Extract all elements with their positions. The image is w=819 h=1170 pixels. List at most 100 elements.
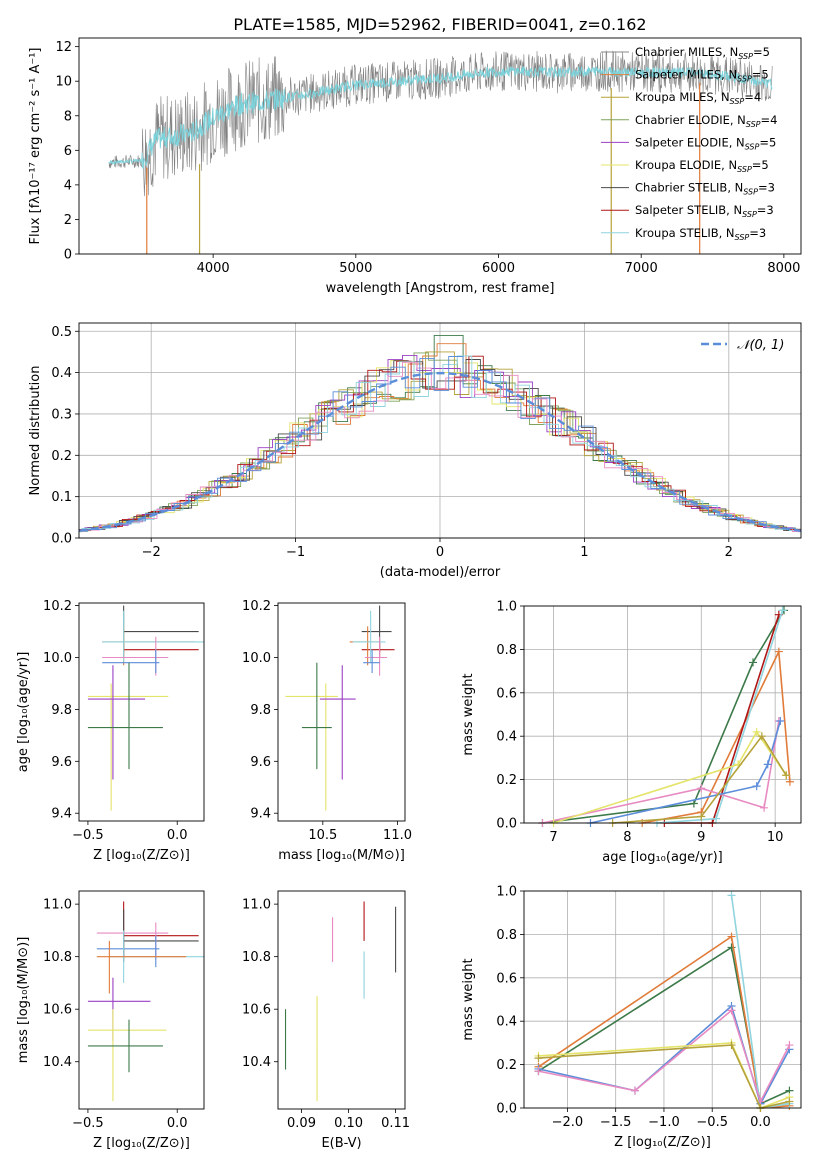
- x-tick-label: −2: [142, 545, 161, 560]
- y-tick-label: 0.4: [51, 366, 72, 381]
- y-tick-label: 0.6: [496, 686, 517, 701]
- mass-weight-marker: [697, 784, 706, 793]
- panel-mass-vs-ebv: 0.09 0.10 0.11 10.4 10.6 10.8 11.0 E(B-V): [242, 890, 410, 1151]
- axes-frame: [78, 37, 802, 255]
- y-tick-label: 0.4: [496, 730, 517, 745]
- x-tick-label: 10: [767, 830, 784, 845]
- legend-entry: Salpeter STELIB, NSSP=3: [635, 203, 774, 219]
- normal-curve: [78, 371, 802, 532]
- mass-weight-marker: [785, 1041, 794, 1050]
- axes-frame: [523, 890, 802, 1109]
- y-tick-label: 10.8: [242, 950, 271, 965]
- axes-frame: [78, 890, 205, 1110]
- y-tick-label: 0.8: [496, 643, 517, 658]
- x-axis-label: wavelength [Angstrom, rest frame]: [326, 281, 555, 296]
- x-tick-label: 6000: [482, 261, 515, 276]
- model-spectrum-line: [108, 65, 773, 169]
- axes-frame: [523, 605, 802, 824]
- x-tick-label: −0.5: [696, 1115, 728, 1130]
- x-axis-label: Z [log₁₀(Z/Z⊙)]: [93, 1136, 190, 1151]
- x-tick-label: 0.0: [167, 828, 188, 843]
- panel-spectrum: 4000 5000 6000 7000 8000 0 2 4 6 8 10 12 wavelength …: [28, 37, 802, 296]
- mass-weight-marker: [727, 943, 736, 952]
- y-tick-label: 10.2: [43, 599, 72, 614]
- x-tick-label: 11.0: [383, 828, 412, 843]
- mass-weight-line: [542, 609, 785, 824]
- y-tick-label: 9.4: [250, 807, 271, 822]
- x-tick-label: 5000: [339, 261, 372, 276]
- mass-weight-marker: [727, 932, 736, 941]
- legend-entry: Kroupa ELODIE, NSSP=5: [635, 158, 769, 174]
- x-tick-label: 2: [725, 545, 733, 560]
- x-tick-label: 0: [436, 545, 444, 560]
- residual-histogram: [79, 355, 801, 532]
- mass-weight-line: [553, 730, 787, 824]
- y-tick-label: 11.0: [43, 898, 72, 913]
- y-tick-label: 2: [64, 213, 72, 228]
- x-tick-label: 0.0: [750, 1115, 771, 1130]
- y-tick-label: 0.6: [496, 971, 517, 986]
- legend-entry: Salpeter ELODIE, NSSP=5: [635, 135, 776, 151]
- y-tick-label: 10.4: [43, 1055, 72, 1070]
- y-tick-label: 10.8: [43, 950, 72, 965]
- mass-weight-marker: [760, 803, 769, 812]
- y-axis-label: Normed distribution: [28, 366, 43, 496]
- x-axis-label: Z [log₁₀(Z/Z⊙)]: [93, 848, 190, 863]
- x-tick-label: 0.09: [287, 1116, 316, 1131]
- x-tick-label: 7000: [625, 261, 658, 276]
- x-tick-label: 0.11: [381, 1116, 410, 1131]
- mass-weight-marker: [782, 771, 791, 780]
- y-tick-label: 10.6: [242, 1003, 271, 1018]
- y-tick-label: 0.2: [496, 773, 517, 788]
- panel-weight-vs-age: 7 8 9 10 0.0 0.2 0.4 0.6 0.8 1.0 age [log₁₀(age/yr…: [461, 600, 802, 865]
- panel-mass-vs-Z: −0.5 0.0 10.4 10.6 10.8 11.0 Z [log₁₀(Z/Z⊙)] ma…: [16, 890, 205, 1151]
- panel-weight-vs-Z: −2.0 −1.5 −1.0 −0.5 0.0 0.0 0.2 0.4 0.6 0.8 1.0 Z […: [461, 885, 802, 1150]
- x-axis-label: (data-model)/error: [380, 565, 501, 580]
- y-tick-label: 9.6: [51, 755, 72, 770]
- y-tick-label: 11.0: [242, 898, 271, 913]
- axes-frame: [277, 890, 406, 1110]
- residual-histogram: [79, 361, 801, 532]
- x-tick-label: 10.5: [308, 828, 337, 843]
- mass-weight-marker: [712, 814, 721, 823]
- mass-weight-marker: [748, 658, 757, 667]
- y-tick-label: 0.3: [51, 407, 72, 422]
- x-axis-label: E(B-V): [321, 1136, 361, 1151]
- y-tick-label: 12: [55, 40, 72, 55]
- y-tick-label: 0.2: [51, 449, 72, 464]
- x-tick-label: −1.5: [600, 1115, 632, 1130]
- x-axis-label: age [log₁₀(age/yr)]: [602, 850, 723, 865]
- y-tick-label: 10: [55, 75, 72, 90]
- y-axis-label: mass [log₁₀(M/M⊙)]: [16, 937, 31, 1064]
- x-tick-label: 4000: [197, 261, 230, 276]
- x-tick-label: 1: [580, 545, 588, 560]
- x-tick-label: 8000: [767, 261, 800, 276]
- y-tick-label: 9.8: [250, 703, 271, 718]
- mass-weight-line: [612, 734, 787, 824]
- x-tick-label: −0.5: [72, 1116, 104, 1131]
- panel-age-vs-Z: −0.5 0.0 9.4 9.6 9.8 10.0 10.2 Z [log₁₀(Z/Z⊙)] a…: [16, 599, 205, 863]
- y-tick-label: 0.8: [496, 928, 517, 943]
- y-tick-label: 10.0: [242, 651, 271, 666]
- y-tick-label: 9.6: [250, 755, 271, 770]
- mass-weight-marker: [752, 727, 761, 736]
- legend-entry: 𝒩(0, 1): [737, 338, 784, 353]
- mass-weight-marker: [752, 782, 761, 791]
- y-tick-label: 9.4: [51, 807, 72, 822]
- y-tick-label: 0: [64, 248, 72, 263]
- mass-weight-marker: [776, 717, 785, 726]
- mass-weight-line: [538, 935, 790, 1109]
- x-tick-label: 8: [623, 830, 631, 845]
- axes-frame: [78, 322, 802, 539]
- panel-age-vs-mass: 10.5 11.0 9.4 9.6 9.8 10.0 10.2 mass [log₁₀(M/M…: [242, 599, 412, 863]
- mass-weight-marker: [785, 1097, 794, 1106]
- mass-weight-marker: [778, 606, 787, 615]
- legend-entry: Chabrier STELIB, NSSP=3: [635, 181, 775, 197]
- y-tick-label: 0.0: [51, 532, 72, 547]
- y-tick-label: 4: [64, 178, 72, 193]
- x-tick-label: −2.0: [552, 1115, 584, 1130]
- y-tick-label: 8: [64, 109, 72, 124]
- y-tick-label: 9.8: [51, 703, 72, 718]
- figure-title: PLATE=1585, MJD=52962, FIBERID=0041, z=0…: [233, 15, 646, 34]
- y-tick-label: 0.4: [496, 1015, 517, 1030]
